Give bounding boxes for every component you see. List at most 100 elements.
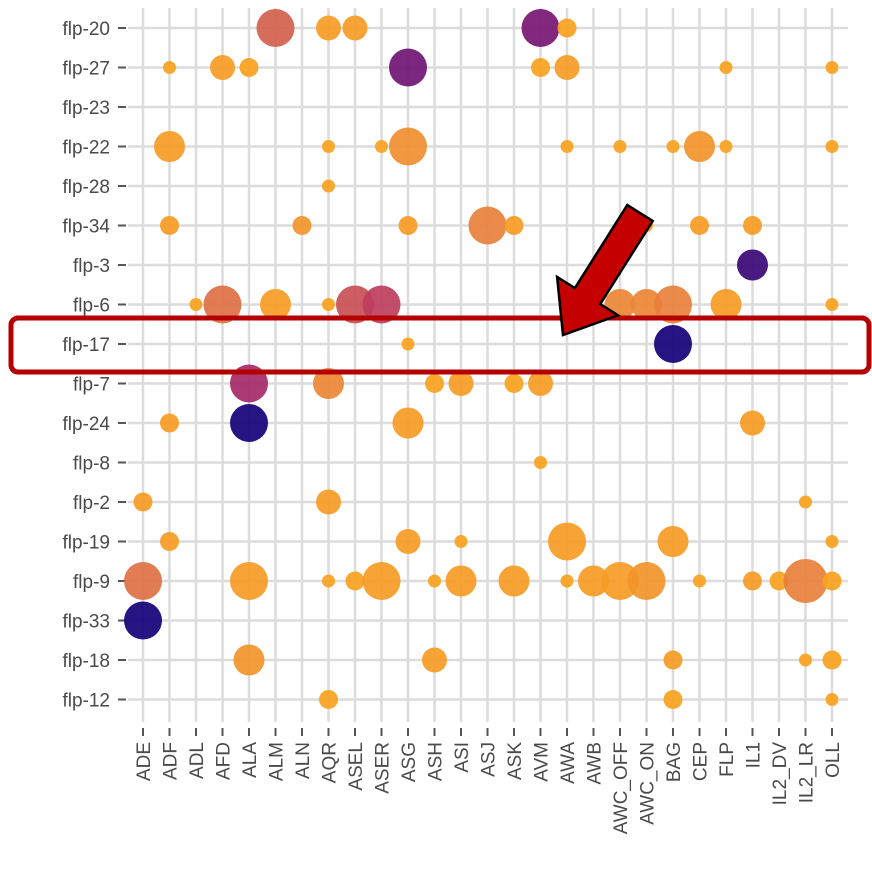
point-flp-19-asg	[395, 529, 421, 554]
point-flp-6-oll	[825, 298, 839, 311]
point-flp-22-bag	[666, 140, 680, 153]
point-flp-27-avm	[531, 58, 550, 77]
point-flp-27-ala	[239, 58, 259, 77]
point-flp-12-bag	[663, 690, 683, 709]
y-tick-label-flp-19: flp-19	[62, 533, 110, 554]
point-flp-24-il1	[740, 410, 765, 436]
x-tick-label-asi: ASI	[452, 742, 473, 773]
point-flp-22-aser	[375, 140, 388, 153]
y-tick-label-flp-18: flp-18	[62, 651, 110, 672]
point-flp-22-awa	[560, 140, 574, 153]
x-tick-label-aser: ASER	[373, 742, 394, 794]
point-flp-6-afd	[203, 285, 242, 324]
y-tick-label-flp-7: flp-7	[73, 375, 110, 396]
point-flp-20-asel	[342, 15, 368, 41]
point-flp-22-flp	[719, 140, 733, 153]
point-flp-2-ade	[133, 492, 153, 512]
point-flp-9-il2_dv	[769, 571, 789, 591]
point-flp-7-avm	[528, 371, 553, 396]
x-tick-label-cep: CEP	[691, 742, 712, 781]
x-tick-label-awa: AWA	[558, 742, 579, 784]
point-flp-6-asel	[336, 285, 374, 324]
point-flp-6-alm	[260, 289, 291, 320]
point-flp-24-adf	[160, 413, 179, 433]
x-tick-label-awc_off: AWC_OFF	[611, 742, 632, 834]
y-tick-label-flp-6: flp-6	[73, 296, 110, 317]
point-flp-18-ala	[233, 644, 265, 676]
x-tick-label-adl: ADL	[187, 742, 208, 779]
x-tick-label-avm: AVM	[532, 742, 553, 782]
point-flp-34-asj	[468, 206, 507, 245]
point-flp-22-cep	[684, 131, 715, 162]
point-flp-27-afd	[210, 55, 235, 80]
point-flp-22-adf	[154, 131, 185, 162]
point-flp-9-awc_off	[601, 562, 639, 600]
x-tick-label-asg: ASG	[399, 742, 420, 782]
point-flp-27-adf	[163, 61, 176, 74]
y-tick-label-flp-9: flp-9	[73, 572, 110, 593]
x-tick-label-bag: BAG	[664, 742, 685, 782]
point-flp-22-aqr	[322, 140, 335, 153]
point-flp-9-ash	[428, 574, 441, 588]
y-tick-label-flp-8: flp-8	[73, 454, 110, 475]
point-flp-7-aqr	[313, 368, 344, 399]
point-flp-6-aser	[362, 285, 401, 324]
point-flp-9-cep	[693, 574, 706, 588]
point-flp-7-ask	[504, 374, 524, 393]
y-tick-label-flp-28: flp-28	[62, 177, 110, 198]
y-axis: flp-20 flp-27 flp-23 flp-22 flp-28 flp-34 flp-…	[62, 19, 126, 712]
point-flp-9-awc_on	[627, 562, 666, 600]
point-flp-2-aqr	[316, 489, 341, 515]
point-flp-27-asg	[389, 48, 427, 87]
point-flp-22-asg	[389, 127, 427, 166]
point-flp-9-il2_lr	[783, 559, 828, 603]
point-flp-9-ade	[124, 562, 162, 600]
point-flp-28-aqr	[322, 179, 335, 193]
point-flp-9-ask	[498, 565, 530, 597]
x-tick-label-aqr: AQR	[320, 742, 341, 783]
point-flp-3-il1	[737, 249, 768, 281]
point-flp-27-oll	[825, 61, 839, 74]
point-flp-17-bag	[654, 325, 692, 363]
point-flp-12-aqr	[319, 690, 338, 709]
x-tick-label-ala: ALA	[240, 742, 261, 778]
point-flp-22-oll	[825, 140, 839, 153]
point-flp-27-awa	[554, 55, 580, 80]
point-flp-24-asg	[392, 407, 424, 439]
point-flp-19-adf	[160, 532, 179, 551]
point-flp-6-bag	[654, 285, 692, 324]
point-flp-9-asel	[345, 571, 365, 591]
x-tick-label-afd: AFD	[214, 742, 235, 780]
x-tick-label-oll: OLL	[823, 742, 844, 778]
data-points	[124, 9, 842, 709]
point-flp-34-asg	[398, 216, 418, 235]
annotations	[8, 203, 872, 375]
x-tick-label-il1: IL1	[744, 742, 765, 768]
x-tick-label-asel: ASEL	[346, 742, 367, 791]
y-tick-label-flp-2: flp-2	[73, 493, 110, 514]
x-tick-label-ash: ASH	[426, 742, 447, 781]
point-flp-9-awa	[560, 574, 574, 588]
y-tick-label-flp-17: flp-17	[62, 335, 110, 356]
x-tick-label-alm: ALM	[267, 742, 288, 781]
point-flp-34-adf	[160, 216, 179, 235]
x-tick-label-awb: AWB	[585, 742, 606, 785]
y-tick-label-flp-20: flp-20	[62, 19, 110, 40]
point-flp-20-alm	[256, 9, 295, 47]
point-flp-34-ask	[504, 216, 524, 235]
point-flp-9-asi	[445, 565, 477, 597]
point-flp-33-ade	[124, 601, 162, 640]
point-flp-6-adl	[189, 298, 203, 311]
point-flp-8-avm	[534, 456, 547, 469]
y-tick-label-flp-33: flp-33	[62, 612, 110, 633]
point-flp-6-awc_on	[631, 289, 662, 320]
point-flp-20-aqr	[316, 15, 341, 41]
grid-lines	[128, 8, 848, 722]
y-tick-label-flp-27: flp-27	[62, 59, 110, 80]
x-tick-label-flp: FLP	[717, 742, 738, 777]
point-flp-18-il2_lr	[799, 653, 812, 667]
x-tick-label-ask: ASK	[505, 742, 526, 780]
point-flp-34-il1	[743, 216, 762, 235]
x-tick-label-ade: ADE	[134, 742, 155, 781]
